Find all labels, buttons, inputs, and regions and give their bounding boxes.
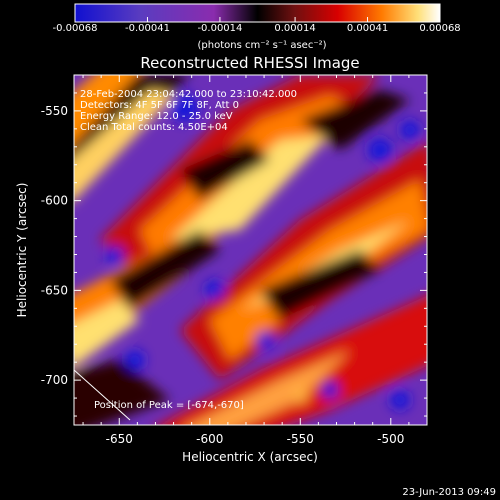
timestamp: 23-Jun-2013 09:49 bbox=[402, 487, 496, 498]
chart-title: Reconstructed RHESSI Image bbox=[140, 54, 359, 72]
peak-position-label: Position of Peak = [-674,-670] bbox=[94, 400, 244, 411]
colorbar-tick-4: 0.00041 bbox=[347, 23, 388, 34]
annotation-time-range: 28-Feb-2004 23:04:42.000 to 23:10:42.000 bbox=[80, 89, 297, 100]
x-axis-label: Heliocentric X (arcsec) bbox=[182, 450, 318, 464]
colorbar-ticks bbox=[74, 17, 441, 22]
y-tick-label-3: -700 bbox=[41, 373, 68, 387]
heatmap-image bbox=[74, 75, 427, 425]
colorbar-tick-0: -0.00068 bbox=[53, 23, 98, 34]
x-tick-label-1: -600 bbox=[196, 432, 223, 446]
colorbar-tick-3: 0.00014 bbox=[274, 23, 315, 34]
annotation-detectors: Detectors: 4F 5F 6F 7F 8F, Att 0 bbox=[80, 100, 239, 111]
x-tick-label-2: -550 bbox=[287, 432, 314, 446]
colorbar-unit-label: (photons cm⁻² s⁻¹ asec⁻²) bbox=[197, 40, 326, 51]
annotation-energy-range: Energy Range: 12.0 - 25.0 keV bbox=[80, 111, 233, 122]
plot-frame bbox=[73, 74, 428, 426]
axis-ticks bbox=[74, 74, 428, 425]
x-tick-label-0: -650 bbox=[106, 432, 133, 446]
colorbar-tick-5: 0.00068 bbox=[419, 23, 460, 34]
colorbar-tick-1: -0.00041 bbox=[125, 23, 170, 34]
y-tick-label-0: -550 bbox=[41, 104, 68, 118]
x-tick-label-3: -500 bbox=[377, 432, 404, 446]
colorbar bbox=[74, 3, 441, 23]
colorbar-tick-2: -0.00014 bbox=[197, 23, 242, 34]
annotation-clean-counts: Clean Total counts: 4.50E+04 bbox=[80, 122, 228, 133]
diagonal-guide-line bbox=[74, 369, 131, 421]
y-axis-label: Heliocentric Y (arcsec) bbox=[15, 183, 29, 318]
y-tick-label-1: -600 bbox=[41, 194, 68, 208]
y-tick-label-2: -650 bbox=[41, 283, 68, 297]
